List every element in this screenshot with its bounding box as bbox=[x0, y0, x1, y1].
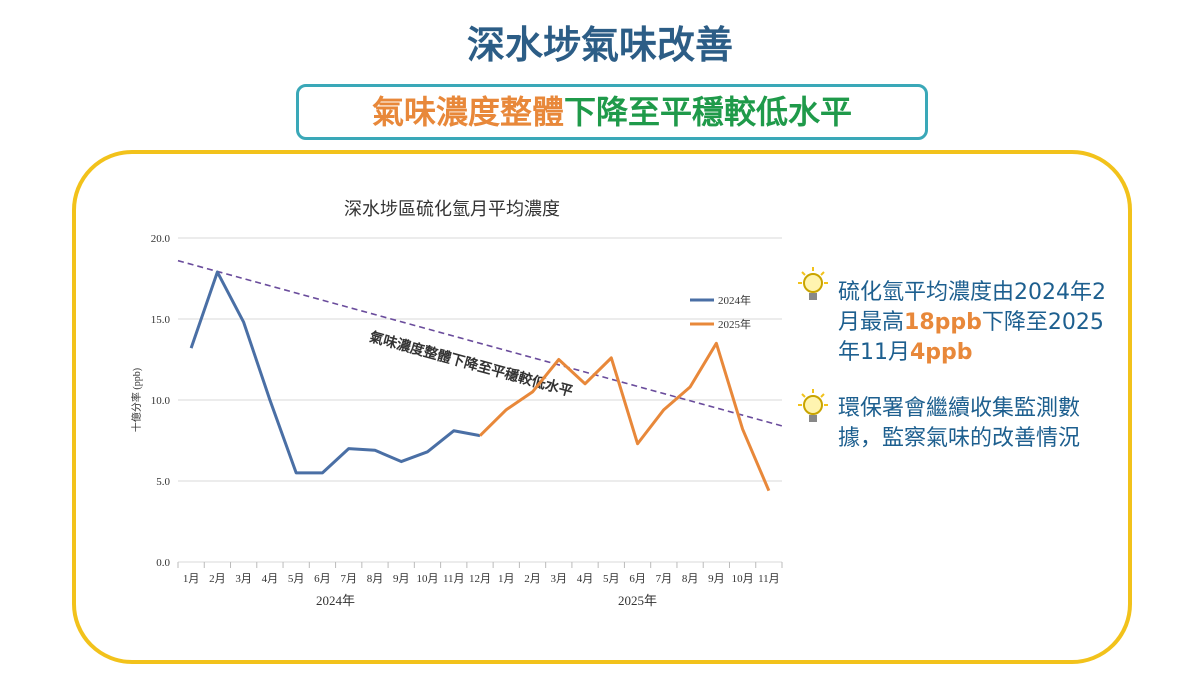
y-tick-label: 20.0 bbox=[151, 233, 171, 245]
chart-title: 深水埗區硫化氫月平均濃度 bbox=[344, 199, 560, 219]
y-tick-label: 0.0 bbox=[156, 557, 170, 569]
x-tick-label: 7月 bbox=[656, 573, 673, 585]
x-tick-label: 10月 bbox=[416, 573, 438, 585]
frame bbox=[72, 150, 1132, 664]
trend-annotation: 氣味濃度整體下降至平穩較低水平 bbox=[368, 328, 575, 400]
x-tick-label: 4月 bbox=[577, 573, 594, 585]
x-tick-label: 6月 bbox=[629, 573, 646, 585]
subtitle-box: 氣味濃度整體下降至平穩較低水平 bbox=[296, 84, 928, 140]
x-tick-label: 2月 bbox=[524, 573, 541, 585]
bulb-icon bbox=[798, 389, 828, 422]
x-tick-label: 1月 bbox=[183, 573, 200, 585]
y-tick-label: 15.0 bbox=[151, 314, 171, 326]
bullet-text: 18ppb bbox=[904, 310, 982, 335]
series-line bbox=[189, 270, 481, 475]
x-tick-label: 2月 bbox=[209, 573, 226, 585]
subtitle-part: 氣味濃度整體 bbox=[371, 93, 564, 131]
x-tick-label: 6月 bbox=[314, 573, 331, 585]
x-tick-label: 8月 bbox=[367, 573, 384, 585]
x-tick-label: 1月 bbox=[498, 573, 515, 585]
subtitle-part: 下降至平穩較低水平 bbox=[564, 93, 853, 131]
x-tick-label: 12月 bbox=[469, 573, 491, 585]
y-tick-label: 10.0 bbox=[151, 395, 171, 407]
series-line bbox=[478, 341, 771, 492]
x-tick-label: 11月 bbox=[443, 573, 465, 585]
x-tick-label: 5月 bbox=[603, 573, 620, 585]
bullet-text: 4ppb bbox=[910, 340, 973, 365]
x-group-label: 2024年 bbox=[316, 593, 355, 608]
trend-line bbox=[177, 259, 783, 427]
x-tick-label: 5月 bbox=[288, 573, 305, 585]
x-tick-label: 10月 bbox=[732, 573, 754, 585]
x-tick-label: 11月 bbox=[758, 573, 780, 585]
bulb-icon bbox=[798, 267, 828, 300]
legend-label: 2024年 bbox=[718, 293, 751, 307]
x-tick-label: 7月 bbox=[340, 573, 357, 585]
bullet-text: 下降至2025年11月 bbox=[838, 310, 1104, 365]
x-tick-label: 3月 bbox=[235, 573, 252, 585]
bullet: 環保署會繼續收集監測數據，監察氣味的改善情況 bbox=[838, 394, 1108, 454]
x-tick-label: 4月 bbox=[262, 573, 279, 585]
page-title: 深水埗氣味改善 bbox=[466, 23, 733, 67]
x-tick-label: 8月 bbox=[682, 573, 699, 585]
legend-label: 2025年 bbox=[718, 317, 751, 331]
x-group-label: 2025年 bbox=[618, 593, 657, 608]
x-tick-label: 9月 bbox=[393, 573, 410, 585]
y-tick-label: 5.0 bbox=[156, 476, 170, 488]
x-tick-label: 9月 bbox=[708, 573, 725, 585]
bullet-text: 硫化氫平均濃度由2024年2月最高 bbox=[838, 280, 1106, 335]
bullet-text: 環保署會繼續收集監測數據，監察氣味的改善情況 bbox=[838, 396, 1081, 451]
bullet: 硫化氫平均濃度由2024年2月最高18ppb下降至2025年11月4ppb bbox=[838, 278, 1108, 368]
y-axis-label: 十億分率 (ppb) bbox=[130, 368, 143, 432]
x-tick-label: 3月 bbox=[551, 573, 568, 585]
